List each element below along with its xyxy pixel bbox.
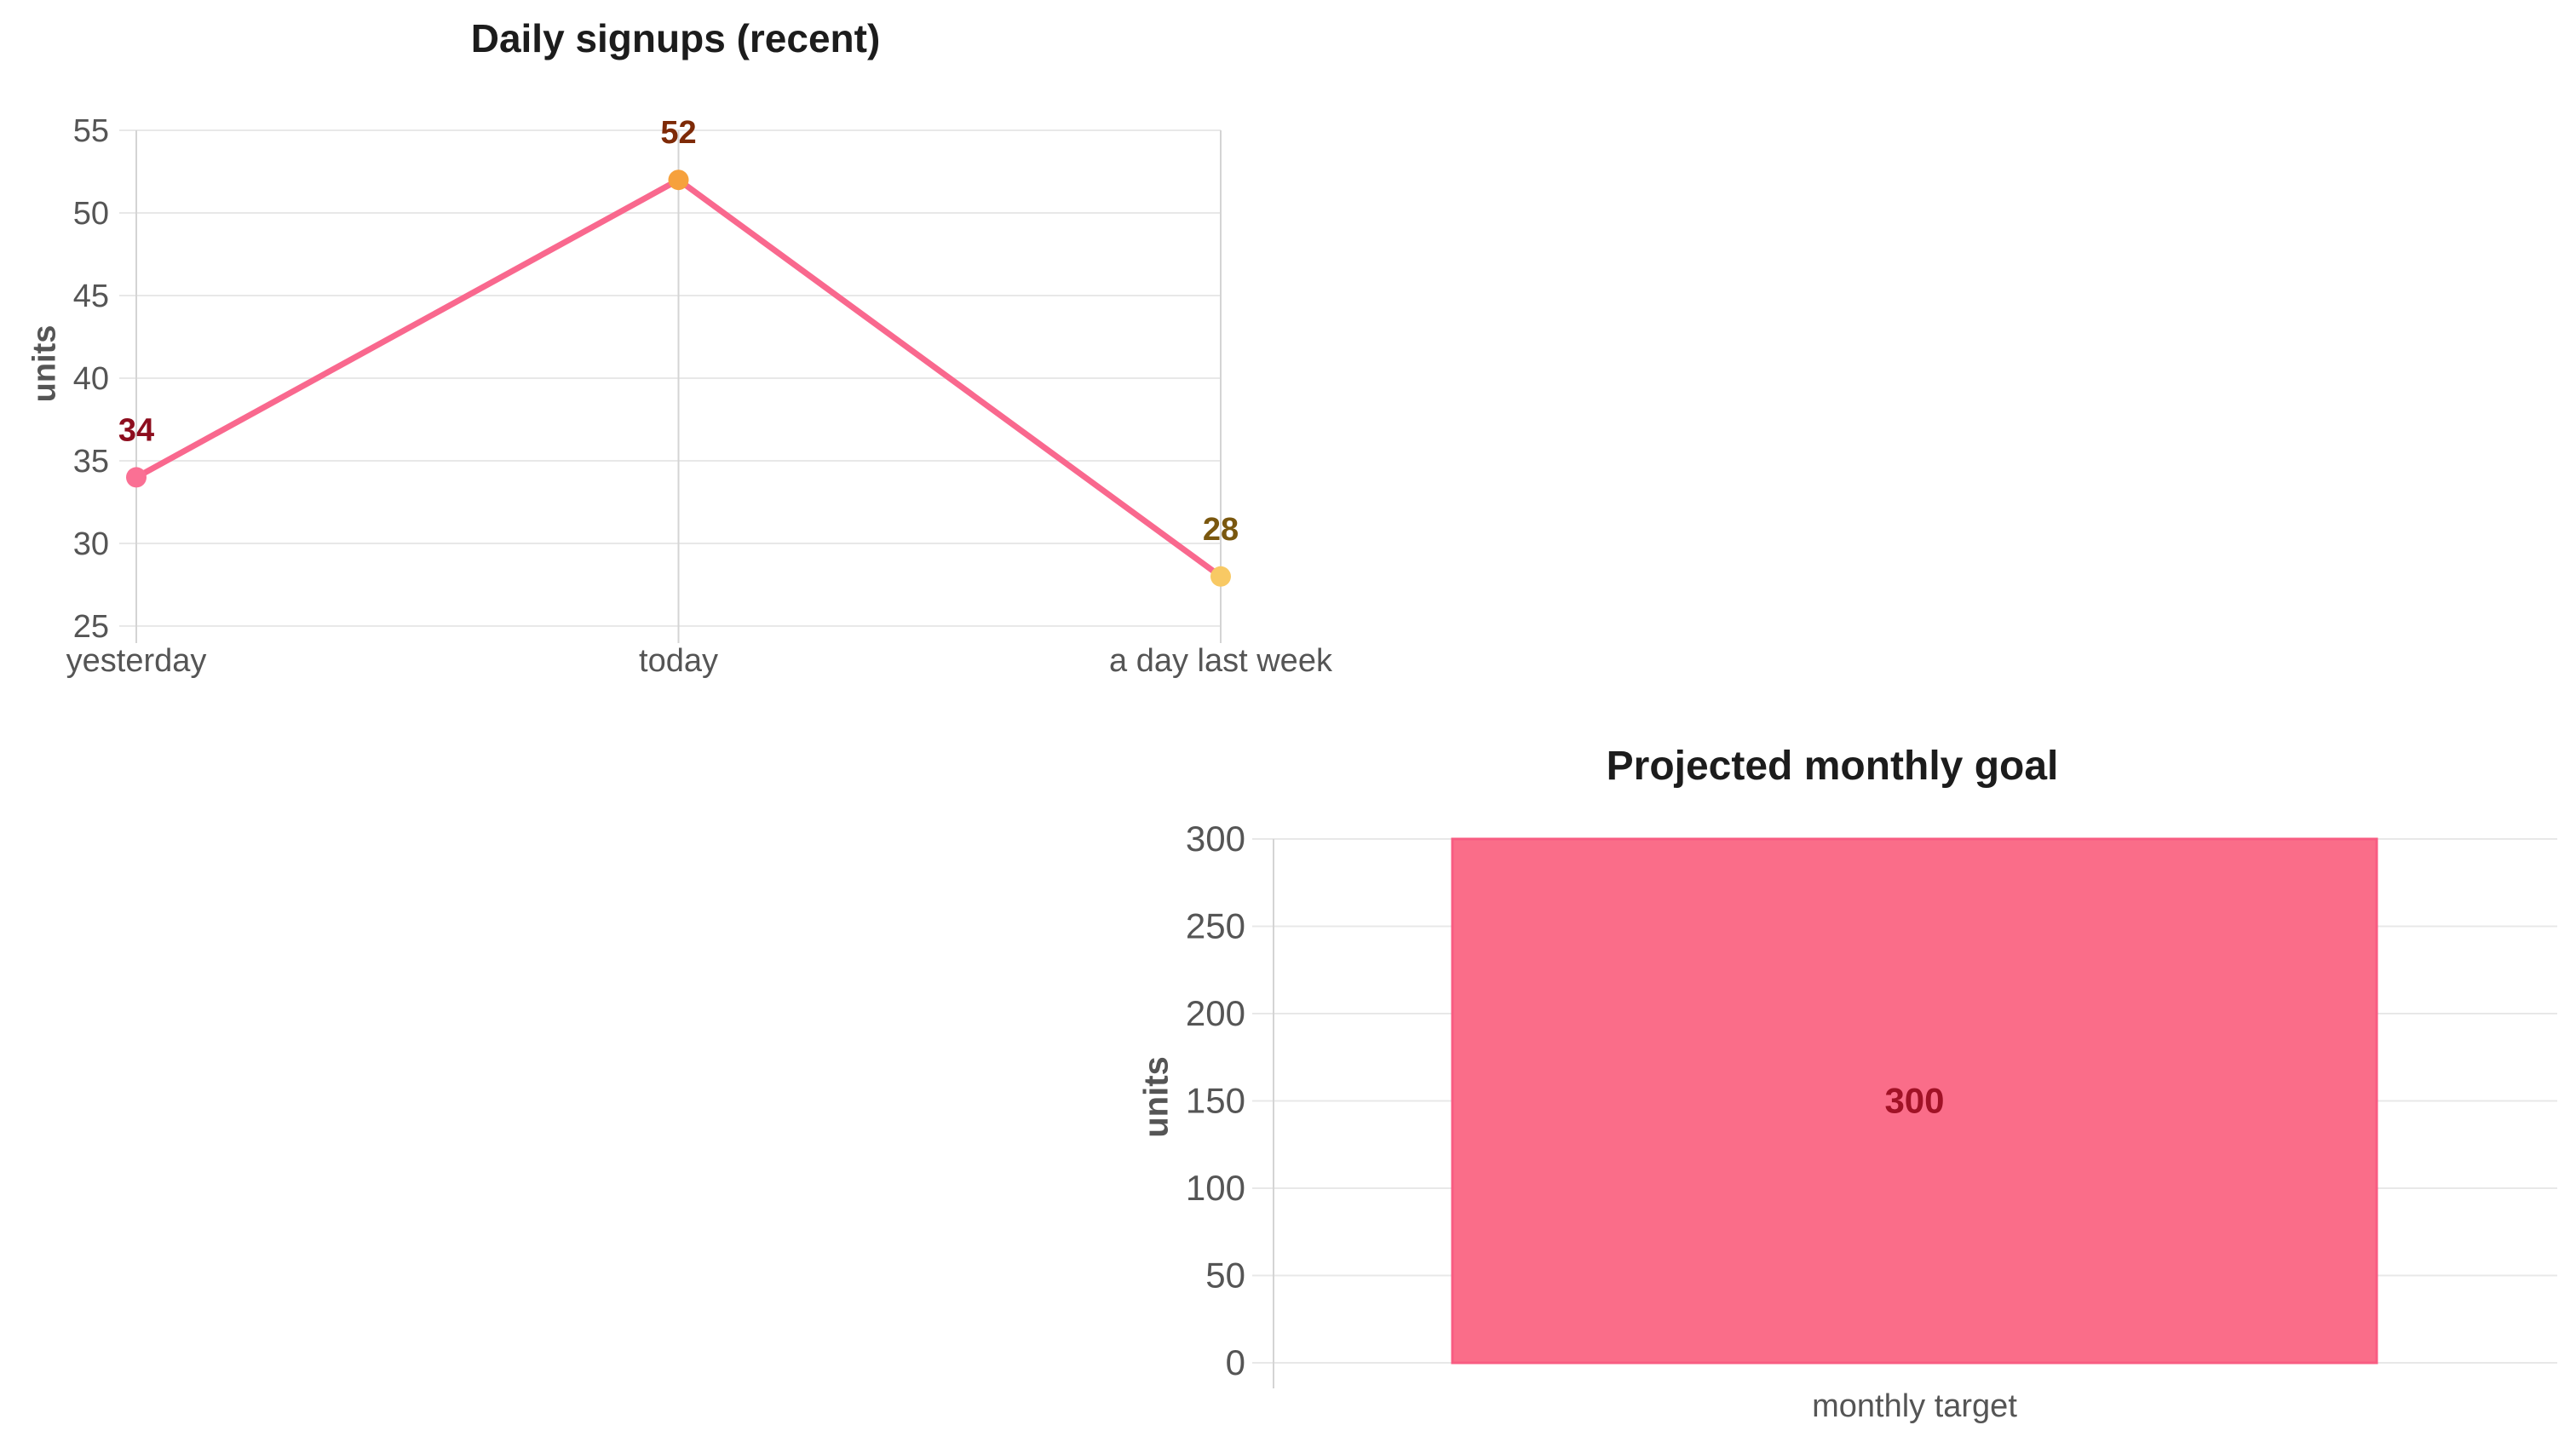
x-category-label: today [639,643,718,679]
bar-chart-title: Projected monthly goal [1606,744,2059,789]
point-value-label: 52 [660,115,696,151]
x-category-label: yesterday [66,643,207,679]
daily-signups-line-chart: Daily signups (recent) units 25 30 35 40 45 5… [0,0,1351,698]
data-point [1210,566,1231,587]
y-tick-label: 250 [1186,906,1245,946]
x-category-label: monthly target [1812,1388,2017,1424]
data-point [668,170,689,191]
y-tick-label: 25 [73,609,109,645]
bar [1451,837,2378,1365]
y-tick-label: 55 [73,113,109,149]
y-tick-label: 300 [1186,819,1245,859]
point-value-label: 28 [1203,512,1239,548]
y-tick-label: 150 [1186,1081,1245,1121]
y-tick-label: 200 [1186,993,1245,1033]
y-tick-label: 40 [73,361,109,397]
y-tick-label: 50 [73,196,109,232]
projected-goal-bar-chart: Projected monthly goal units 0 50 100 150 20… [1107,724,2576,1448]
y-tick-label: 45 [73,279,109,314]
data-point [126,467,147,488]
bar-chart-plot-area: 0 50 100 150 200 250 300 300 monthly target [1186,819,2557,1424]
point-value-label: 34 [118,412,154,448]
y-tick-label: 100 [1186,1168,1245,1208]
line-chart-plot-area: 25 30 35 40 45 50 55 yesterday today a day last w… [66,113,1333,679]
y-tick-label: 30 [73,526,109,562]
y-tick-label: 35 [73,444,109,480]
x-category-label: a day last week [1109,643,1333,679]
line-chart-title: Daily signups (recent) [470,16,881,60]
y-tick-label: 50 [1205,1256,1245,1296]
bar-value-label: 300 [1884,1081,1944,1121]
y-tick-label: 0 [1226,1342,1245,1382]
